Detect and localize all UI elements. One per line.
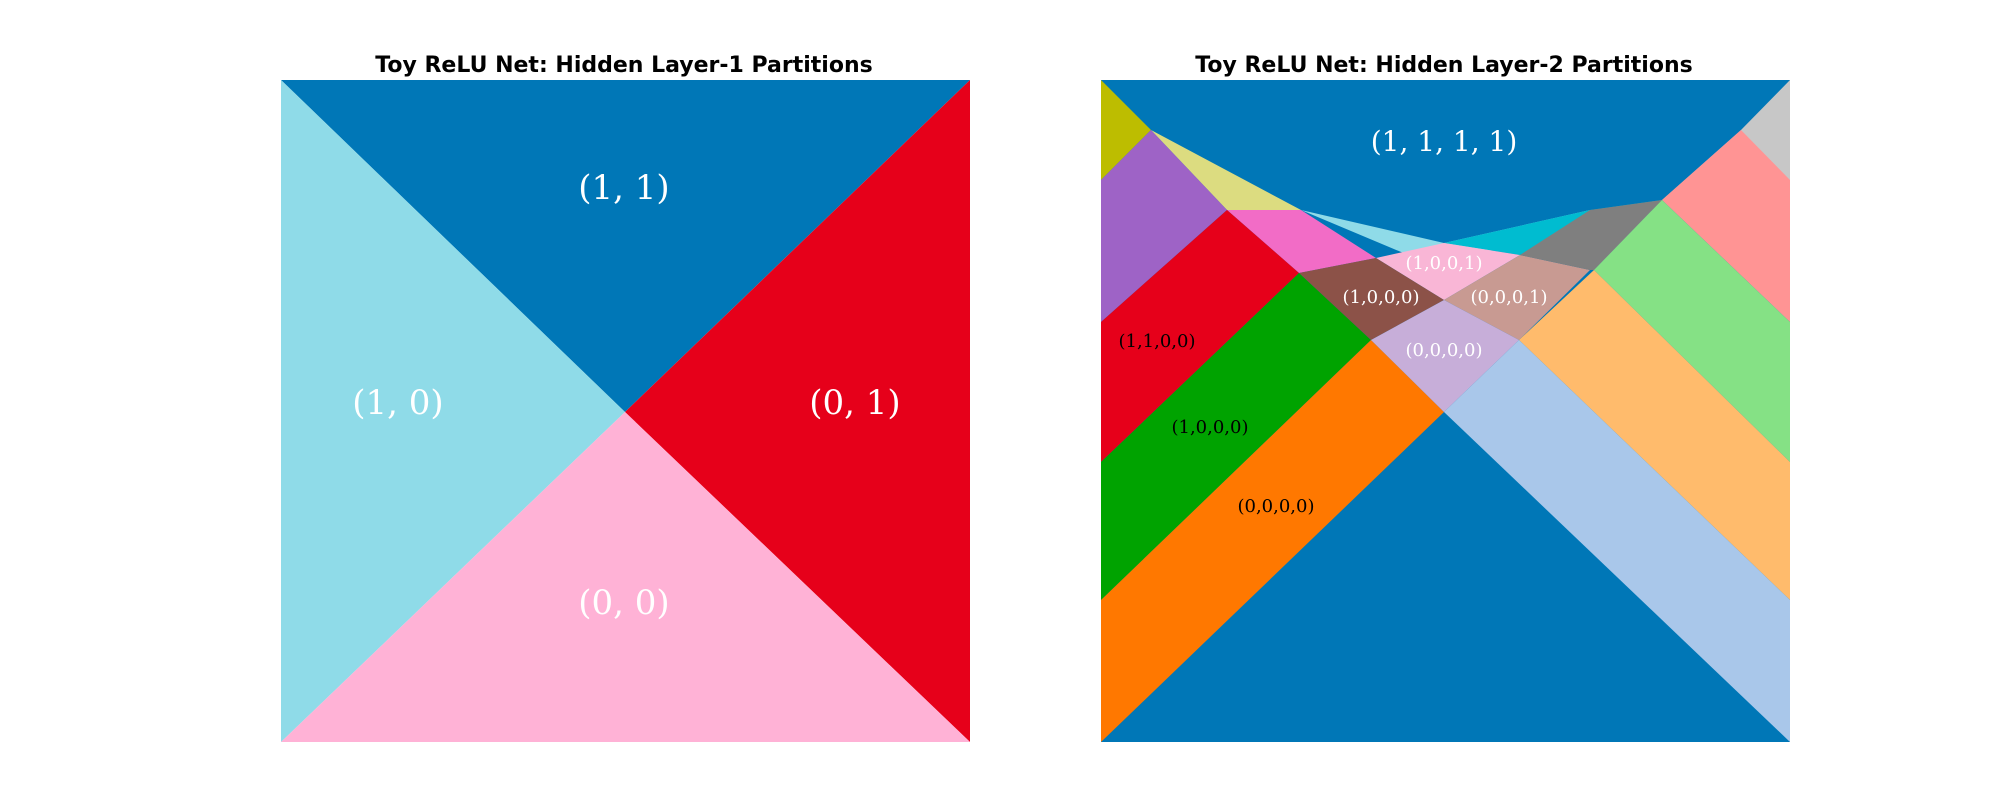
region-left	[281, 80, 625, 742]
label-region-1001: (1,0,0,1)	[1405, 253, 1482, 274]
region-light-green	[1594, 200, 1790, 462]
region-right	[625, 80, 970, 742]
region-brown	[1299, 258, 1444, 340]
layer1-title: Toy ReLU Net: Hidden Layer-1 Partitions	[375, 53, 872, 78]
region-salmon	[1662, 130, 1790, 322]
region-khaki	[1151, 130, 1301, 210]
label-region-0000: (0,0,0,0)	[1237, 496, 1314, 517]
region-green	[1101, 273, 1371, 600]
label-region-bottom: (0, 0)	[578, 583, 669, 623]
region-light-pink	[1376, 243, 1520, 300]
region-purple	[1101, 130, 1227, 322]
label-region-1000-center: (1,0,0,0)	[1342, 287, 1419, 308]
label-region-1100: (1,1,0,0)	[1118, 331, 1195, 352]
region-orange	[1101, 340, 1444, 742]
label-region-top: (1, 1)	[578, 168, 669, 208]
region-red	[1101, 210, 1299, 462]
label-region-1000: (1,0,0,0)	[1171, 417, 1248, 438]
label-region-right: (0, 1)	[809, 383, 900, 423]
layer2-title: Toy ReLU Net: Hidden Layer-2 Partitions	[1195, 53, 1692, 78]
region-magenta	[1227, 210, 1376, 273]
label-region-left: (1, 0)	[352, 383, 443, 423]
region-bottom	[281, 412, 970, 742]
layer2-panel: Toy ReLU Net: Hidden Layer-2 Partitions …	[1101, 53, 1790, 742]
region-light-orange	[1519, 270, 1790, 600]
region-rose-brown	[1444, 255, 1590, 340]
region-light-blue	[1444, 340, 1790, 742]
label-region-0001: (0,0,0,1)	[1470, 287, 1547, 308]
region-lavender	[1371, 300, 1519, 412]
label-region-0000-center: (0,0,0,0)	[1405, 340, 1482, 361]
layer1-panel: Toy ReLU Net: Hidden Layer-1 Partitions …	[281, 53, 970, 742]
label-region-1111: (1, 1, 1, 1)	[1371, 125, 1518, 158]
region-olive	[1101, 80, 1151, 180]
region-gray	[1520, 200, 1662, 270]
region-top	[281, 80, 970, 412]
